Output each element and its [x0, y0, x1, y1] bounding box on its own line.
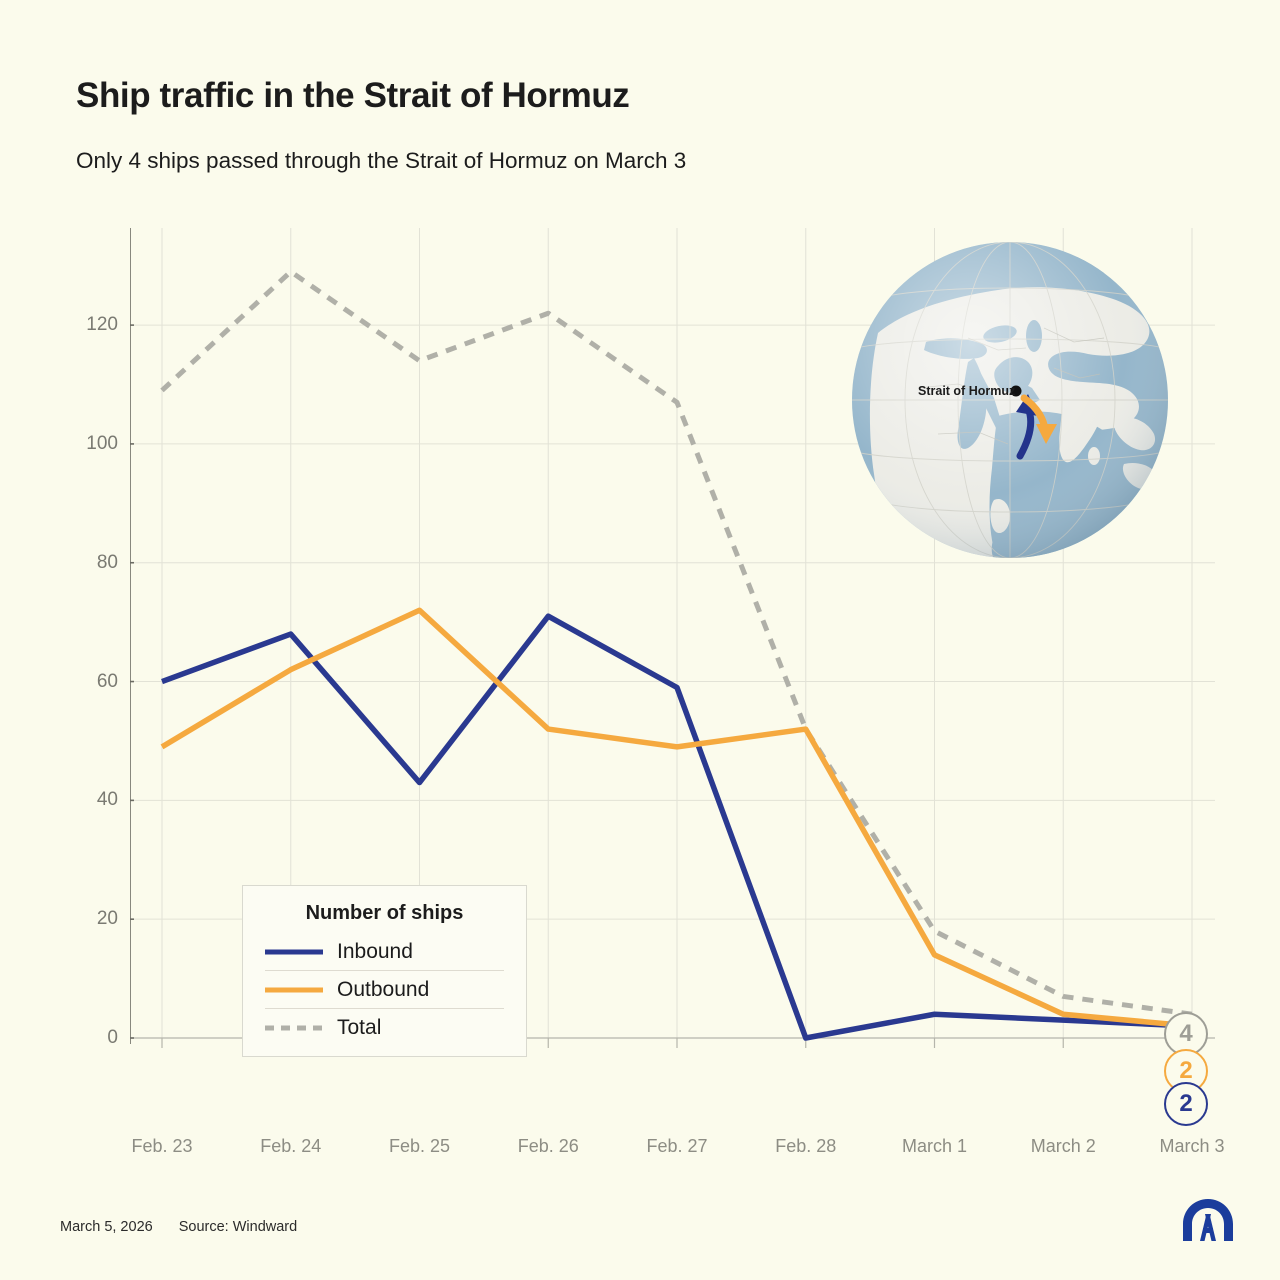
legend-item-inbound[interactable]: Inbound	[265, 933, 504, 971]
x-tick-label: Feb. 24	[260, 1136, 322, 1156]
y-tick-label: 120	[86, 314, 118, 336]
page-title: Ship traffic in the Strait of Hormuz	[76, 76, 630, 115]
x-tick-label: March 1	[901, 1136, 968, 1156]
x-tick-label: Feb. 26	[517, 1136, 579, 1156]
series-line-inbound	[161, 613, 1193, 1041]
legend-item-label: Inbound	[337, 939, 413, 963]
chart-legend: Number of ships Inbound Outbound Total	[242, 885, 527, 1057]
legend-item-label: Outbound	[337, 977, 430, 1001]
legend-swatch-inbound-icon	[265, 942, 323, 962]
x-tick-label: Feb. 25	[388, 1136, 451, 1156]
y-tick-label: 40	[96, 789, 118, 811]
globe-inset: Strait of Hormuz	[848, 238, 1172, 562]
y-tick-label: 20	[96, 908, 118, 930]
x-axis-labels: Feb. 23 Feb. 24 Feb. 25 Feb. 26 Feb. 27 Feb. …	[130, 1136, 1224, 1170]
y-tick-label: 80	[96, 551, 118, 573]
footer: March 5, 2026 Source: Windward	[60, 1219, 319, 1235]
legend-item-outbound[interactable]: Outbound	[265, 971, 504, 1009]
legend-swatch-total-icon	[265, 1018, 323, 1038]
x-tick-label: Feb. 27	[646, 1136, 708, 1156]
globe-svg	[852, 242, 1168, 558]
x-tick-label: March 2	[1030, 1136, 1096, 1156]
series-line-total	[160, 269, 1193, 1017]
y-tick-label: 0	[107, 1027, 118, 1048]
legend-title: Number of ships	[305, 902, 464, 924]
x-tick-label: Feb. 23	[131, 1136, 193, 1156]
footer-source: Source: Windward	[178, 1219, 298, 1235]
footer-date: March 5, 2026	[60, 1219, 153, 1235]
chart-plot-area	[130, 228, 1215, 1084]
y-tick-label: 60	[96, 670, 118, 692]
legend-rows: Inbound Outbound Total	[265, 933, 504, 1047]
globe-landmasses	[852, 242, 1168, 558]
legend-item-total[interactable]: Total	[265, 1009, 504, 1047]
y-axis-labels: 0 20 40 60 80 100 120	[46, 228, 118, 1084]
aa-logo-svg	[1183, 1199, 1233, 1241]
chart-svg	[130, 228, 1215, 1048]
series-line-outbound	[160, 607, 1193, 1029]
legend-swatch-outbound-icon	[265, 980, 323, 1000]
y-tick-label: 100	[86, 432, 118, 454]
outbound-arrow-icon	[1020, 394, 1057, 444]
x-tick-label: March 3	[1159, 1136, 1225, 1156]
strait-marker-dot	[1010, 385, 1022, 397]
aa-logo	[1180, 1196, 1236, 1249]
page-subtitle: Only 4 ships passed through the Strait o…	[76, 148, 687, 173]
x-tick-label: Feb. 28	[775, 1136, 837, 1156]
strait-of-hormuz-label: Strait of Hormuz	[918, 384, 1016, 398]
legend-item-label: Total	[337, 1016, 382, 1039]
inbound-arrow-icon	[1016, 394, 1038, 460]
inbound-endpoint: 2	[1164, 1082, 1208, 1126]
